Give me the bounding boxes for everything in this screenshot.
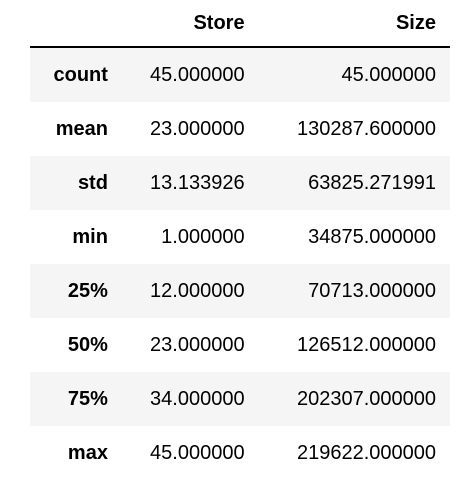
column-header-size: Size [244,0,450,48]
table-row: count 45.000000 45.000000 [30,47,450,102]
table-row: 25% 12.000000 70713.000000 [30,264,450,318]
size-cell: 202307.000000 [296,387,436,410]
describe-table: Store Size count 45.000000 45.000000 mea… [30,0,450,480]
store-cell: 45.000000 [150,441,245,464]
header-row: Store Size [30,0,450,48]
table-row: max 45.000000 219622.000000 [30,426,450,480]
row-index-label: min [72,225,108,248]
size-cell: 63825.271991 [308,171,436,194]
table-row: 50% 23.000000 126512.000000 [30,318,450,372]
column-header-store: Store [111,0,245,48]
store-cell: 45.000000 [150,63,245,86]
store-cell: 23.000000 [150,333,245,356]
dataframe-output: Store Size count 45.000000 45.000000 mea… [30,0,450,480]
store-cell: 12.000000 [150,279,245,302]
table-row: mean 23.000000 130287.600000 [30,102,450,156]
table-row: 75% 34.000000 202307.000000 [30,372,450,426]
size-cell: 45.000000 [341,63,436,86]
row-index-label: mean [55,117,108,140]
store-cell: 34.000000 [150,387,245,410]
size-cell: 126512.000000 [296,333,436,356]
table-row: min 1.000000 34875.000000 [30,210,450,264]
row-index-label: std [77,171,108,194]
row-index-label: 75% [67,387,108,410]
row-index-label: max [67,441,108,464]
store-cell: 23.000000 [150,117,245,140]
size-cell: 34875.000000 [308,225,436,248]
size-cell: 70713.000000 [308,279,436,302]
store-cell: 13.133926 [150,171,245,194]
size-cell: 219622.000000 [296,441,436,464]
store-cell: 1.000000 [161,225,245,248]
index-header [30,0,112,48]
row-index-label: 50% [67,333,108,356]
table-body: count 45.000000 45.000000 mean 23.000000… [30,47,450,480]
table-header: Store Size [30,0,450,48]
size-cell: 130287.600000 [296,117,436,140]
row-index-label: 25% [67,279,108,302]
table-row: std 13.133926 63825.271991 [30,156,450,210]
row-index-label: count [53,63,108,86]
